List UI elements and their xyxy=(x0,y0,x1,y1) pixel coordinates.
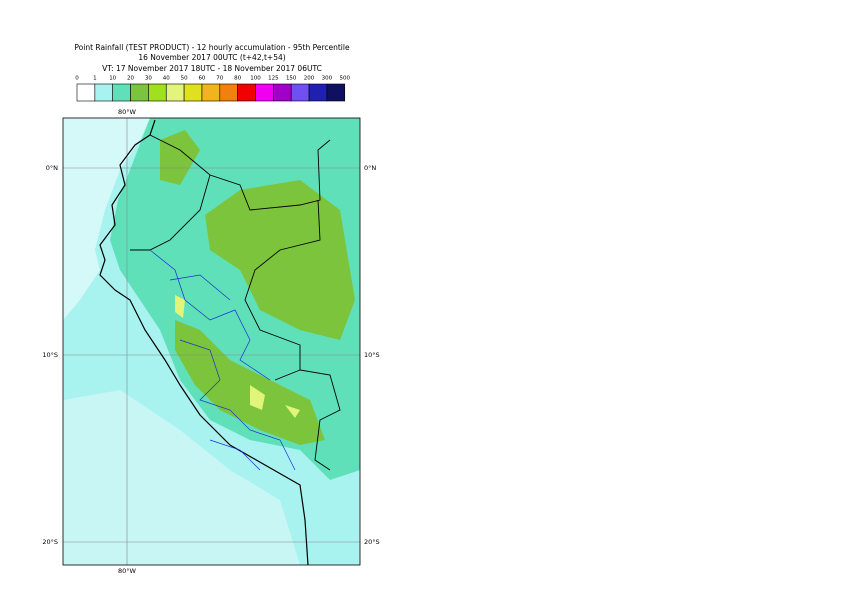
legend-label: 70 xyxy=(216,76,223,82)
legend-label: 100 xyxy=(250,76,261,82)
legend-label: 1 xyxy=(93,76,97,82)
lat-label: 20°S xyxy=(364,538,380,546)
lat-label: 20°S xyxy=(42,538,58,546)
legend-swatch xyxy=(201,83,221,102)
legend-swatch xyxy=(94,83,113,102)
legend-swatch xyxy=(326,83,346,102)
legend-label: 60 xyxy=(198,76,205,82)
legend-swatch xyxy=(273,83,292,102)
lon-label: 80°W xyxy=(118,108,137,116)
legend-swatch xyxy=(130,83,149,102)
lon-label: 80°W xyxy=(118,567,137,575)
legend-label: 20 xyxy=(127,76,134,82)
legend-swatch xyxy=(112,83,131,102)
legend-label: 50 xyxy=(181,76,188,82)
legend-label: 200 xyxy=(304,76,315,82)
legend-swatch xyxy=(290,83,310,102)
legend-label: 10 xyxy=(109,76,116,82)
legend-label: 30 xyxy=(145,76,152,82)
legend-swatch xyxy=(165,83,185,102)
title: Point Rainfall (TEST PRODUCT) - 12 hourl… xyxy=(74,43,350,52)
legend-label: 0 xyxy=(75,76,79,82)
valid-time: VT: 17 November 2017 18UTC - 18 November… xyxy=(102,64,322,73)
legend-swatch xyxy=(148,83,167,102)
base-time: 16 November 2017 00UTC (t+42,t+54) xyxy=(138,53,285,62)
legend-label: 125 xyxy=(268,76,279,82)
lat-label: 10°S xyxy=(42,351,58,359)
legend-label: 500 xyxy=(340,76,351,82)
legend-swatch xyxy=(255,83,274,102)
legend-label: 300 xyxy=(322,76,333,82)
legend-swatch xyxy=(219,83,238,102)
lat-label: 0°N xyxy=(46,164,58,172)
legend-label: 150 xyxy=(286,76,297,82)
map: 80°W 80°W 0°N 0°N 10°S 10°S 20°S 20°S xyxy=(42,108,379,575)
legend-swatch xyxy=(183,83,203,102)
legend-swatch xyxy=(308,83,328,102)
lat-label: 0°N xyxy=(364,164,376,172)
legend-label: 40 xyxy=(163,76,170,82)
legend: 0 1 10 20 30 40 50 60 70 80 100 125 150 200 300 500 xyxy=(75,76,350,102)
lat-label: 10°S xyxy=(364,351,380,359)
legend-swatch xyxy=(76,83,96,102)
legend-swatch xyxy=(237,83,256,102)
legend-label: 80 xyxy=(234,76,241,82)
